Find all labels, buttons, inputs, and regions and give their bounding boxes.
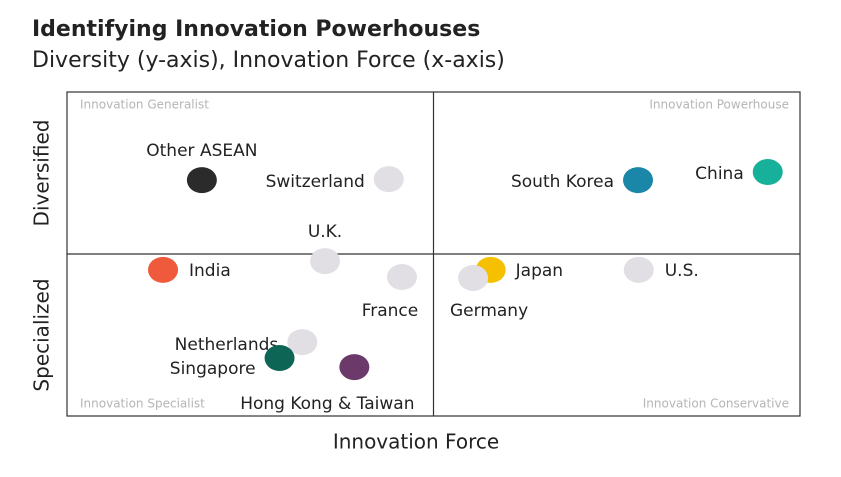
quadrant-label: Innovation Conservative	[643, 397, 789, 411]
point-label: India	[189, 261, 231, 281]
point-label: Hong Kong & Taiwan	[240, 394, 414, 414]
point-label: Other ASEAN	[146, 141, 257, 161]
point-label: Singapore	[170, 359, 256, 379]
point-label: France	[362, 301, 419, 321]
point-label: Netherlands	[175, 335, 279, 355]
point	[264, 345, 295, 372]
quadrant-label: Innovation Generalist	[80, 98, 209, 112]
point-label: U.K.	[308, 222, 342, 242]
point	[287, 329, 318, 356]
point	[148, 256, 179, 283]
point	[752, 159, 783, 186]
point	[623, 256, 654, 283]
y-axis-label: Specialized	[30, 278, 54, 391]
point	[186, 167, 217, 194]
point-label: Japan	[515, 261, 563, 281]
point-label: Switzerland	[266, 172, 365, 192]
x-axis-label: Innovation Force	[333, 430, 499, 454]
point	[623, 167, 654, 194]
point-label: China	[695, 164, 744, 184]
point-label: U.S.	[665, 261, 699, 281]
chart-title: Identifying Innovation Powerhouses	[32, 17, 480, 42]
point	[373, 166, 404, 193]
quadrant-label: Innovation Powerhouse	[649, 98, 789, 112]
point	[458, 264, 489, 291]
point-label: Germany	[450, 301, 528, 321]
point	[310, 248, 341, 275]
y-axis-label: Diversified	[30, 120, 54, 227]
point-label: South Korea	[511, 172, 614, 192]
point	[386, 264, 417, 291]
quadrant-label: Innovation Specialist	[80, 397, 205, 411]
point	[339, 354, 370, 381]
chart-subtitle: Diversity (y-axis), Innovation Force (x-…	[32, 48, 505, 73]
